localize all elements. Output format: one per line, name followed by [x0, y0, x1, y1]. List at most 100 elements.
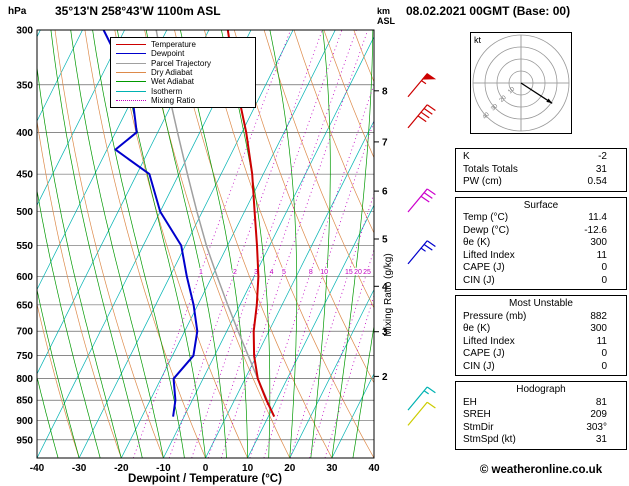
temp-tick-label: -30	[72, 463, 87, 474]
legend-item: Temperature	[111, 40, 255, 49]
dry-adiabat-line	[84, 30, 206, 458]
legend-line-sample	[116, 90, 146, 92]
pressure-tick-label: 300	[16, 26, 33, 37]
pressure-tick-label: 500	[16, 207, 33, 218]
temp-tick-label: 10	[242, 463, 254, 474]
wind-barb-feather	[426, 386, 436, 394]
km-tick-label: 4	[382, 282, 388, 293]
stat-label: K	[463, 151, 470, 162]
legend-item-label: Wet Adiabat	[151, 77, 194, 87]
legend-item: Mixing Ratio	[111, 96, 255, 105]
stat-row: Dewp (°C) -12.6	[456, 225, 626, 238]
wind-barb-feather	[420, 111, 430, 119]
hodograph-ring	[484, 46, 558, 120]
stat-label: θe (K)	[463, 237, 491, 248]
dry-adiabat-line	[204, 30, 374, 458]
pressure-tick-label: 550	[16, 241, 33, 252]
stat-value: -2	[598, 151, 607, 162]
legend-item: Wet Adiabat	[111, 77, 255, 86]
mixing-ratio-value-label: 5	[282, 269, 286, 276]
mixing-ratio-value-label: 8	[309, 269, 313, 276]
stats-section-surface: Surface Temp (°C) 11.4 Dewp (°C) -12.6 θe (K)…	[455, 196, 627, 290]
temp-tick-label: 20	[284, 463, 296, 474]
legend-item-label: Isotherm	[151, 86, 183, 96]
stat-row: Lifted Index 11	[456, 336, 626, 349]
wind-barb-half-feather	[423, 390, 429, 395]
hodograph-ring-label: 40	[482, 111, 491, 120]
wind-barb-feather	[423, 243, 433, 251]
skewt-dynamic-layer: 2520151085432130035040045050055060065070…	[16, 26, 455, 474]
wind-barb-feather	[417, 115, 427, 123]
mixing-ratio-line	[249, 83, 374, 458]
wind-barb-feather	[420, 195, 430, 203]
wind-barb-staff	[407, 386, 428, 411]
stat-value: 300	[590, 323, 607, 334]
wind-barb-feather	[426, 188, 436, 196]
wind-barb	[407, 401, 436, 426]
stat-value: 0	[601, 360, 607, 372]
wet-adiabat-line	[50, 30, 143, 458]
temperature-curve	[226, 30, 276, 418]
isotherm-line	[78, 30, 294, 458]
wind-barb-flag	[421, 73, 437, 80]
wind-barb-staff	[407, 188, 428, 213]
altitude-unit-km: km	[377, 6, 391, 16]
wind-barb	[407, 240, 436, 265]
temp-tick-label: -20	[114, 463, 129, 474]
isotherm-line	[331, 373, 374, 458]
stat-row: CIN (J) 0	[456, 275, 626, 288]
isotherm-line	[37, 30, 125, 206]
wet-adiabat-line	[37, 288, 80, 458]
stat-row: CIN (J) 0	[456, 361, 626, 374]
dry-adiabat-line	[443, 30, 455, 458]
mixing-ratio-value-label: 25	[363, 269, 371, 276]
stat-value: 303°	[586, 421, 607, 433]
pressure-tick-label: 350	[16, 80, 33, 91]
mixing-ratio-axis-label: Mixing Ratio (g/kg)	[383, 253, 394, 336]
hodograph-ring	[508, 70, 534, 96]
pressure-tick-label: 400	[16, 128, 33, 139]
pressure-tick-label: 800	[16, 374, 33, 385]
stat-row: SREH 209	[456, 409, 626, 422]
wind-barb	[407, 386, 436, 411]
isotherm-line	[37, 30, 83, 122]
km-tick-label: 7	[382, 137, 388, 148]
stat-label: Temp (°C)	[463, 212, 509, 223]
wind-barb-half-feather	[420, 247, 426, 252]
wind-barb-feather	[423, 192, 433, 199]
stat-value: 300	[590, 237, 607, 248]
stat-value: 882	[590, 310, 607, 322]
stat-label: CIN (J)	[463, 274, 495, 286]
dry-adiabat-line	[263, 30, 374, 309]
stat-label: CAPE (J)	[463, 262, 505, 273]
stat-value: -12.6	[584, 224, 607, 236]
stat-row: CAPE (J) 0	[456, 348, 626, 361]
stat-row: PW (cm) 0.54	[456, 176, 626, 189]
wind-barb-feather	[426, 104, 436, 111]
stat-label: EH	[463, 396, 477, 408]
stat-value: 0	[601, 262, 607, 273]
pressure-tick-label: 850	[16, 396, 33, 407]
stats-section-title: Surface	[523, 199, 559, 211]
temp-tick-label: -10	[156, 463, 171, 474]
pressure-tick-label: 650	[16, 300, 33, 311]
stat-label: θe (K)	[463, 323, 491, 334]
wet-adiabat-line	[117, 30, 206, 458]
pressure-tick-label: 600	[16, 272, 33, 283]
temp-tick-label: 30	[326, 463, 338, 474]
stat-label: Lifted Index	[463, 335, 515, 347]
legend-item: Dewpoint	[111, 49, 255, 58]
wind-barb-feather	[423, 108, 433, 115]
skewt-chart: 2520151085432130035040045050055060065070…	[16, 26, 455, 485]
stat-label: SREH	[463, 409, 491, 420]
mixing-ratio-line	[309, 248, 374, 458]
copyright: © weatheronline.co.uk	[479, 464, 603, 476]
km-tick-label: 5	[382, 234, 388, 245]
stat-value: 0.54	[587, 176, 607, 187]
hodograph-unit-label: kt	[474, 35, 482, 45]
stat-label: Lifted Index	[463, 249, 515, 261]
hodograph-ring-label: 20	[499, 94, 508, 103]
temp-tick-label: 0	[203, 463, 209, 474]
hodograph-ring-label: 10	[507, 86, 516, 95]
